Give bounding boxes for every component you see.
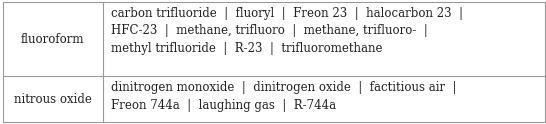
Text: carbon trifluoride  |  fluoryl  |  Freon 23  |  halocarbon 23  |
HFC-23  |  meth: carbon trifluoride | fluoryl | Freon 23 … [111, 7, 463, 55]
Text: fluoroform: fluoroform [21, 33, 85, 46]
Text: nitrous oxide: nitrous oxide [14, 93, 92, 106]
Text: dinitrogen monoxide  |  dinitrogen oxide  |  factitious air  |
Freon 744a  |  la: dinitrogen monoxide | dinitrogen oxide |… [111, 81, 456, 112]
